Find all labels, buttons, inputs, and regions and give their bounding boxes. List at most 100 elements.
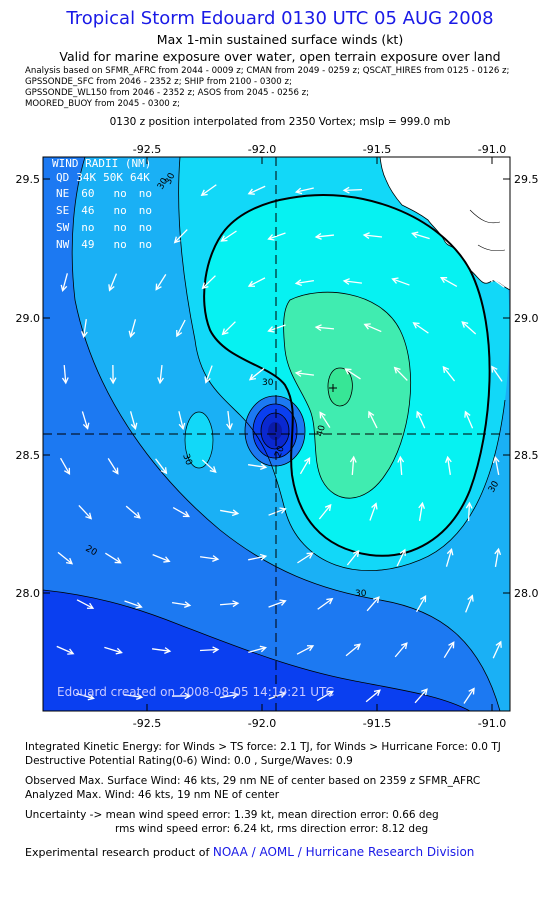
wind-arrow xyxy=(81,411,90,430)
contour-label: 30 xyxy=(262,378,274,388)
wind-arrow xyxy=(172,507,191,518)
wind-arrow xyxy=(415,595,427,613)
wind-arrow xyxy=(226,410,233,431)
wind-arrow xyxy=(247,185,266,195)
lat-tick-label: 29.0 xyxy=(16,312,41,325)
wind-arrow xyxy=(60,273,68,292)
wind-arrow xyxy=(109,364,117,385)
wind-arrow xyxy=(319,411,331,428)
top-axis: -92.5 -92.0 -91.5 -91.0 xyxy=(133,143,506,156)
wind-vectors xyxy=(56,184,506,704)
wind-arrow xyxy=(173,229,188,244)
wind-arrow xyxy=(125,505,141,519)
wind-arrow xyxy=(124,600,143,609)
uncertainty-rms-line: rms wind speed error: 6.24 kt, rms direc… xyxy=(115,823,429,835)
hrd-link[interactable]: NOAA / AOML / Hurricane Research Divisio… xyxy=(212,845,475,859)
bottom-axis: -92.5 -92.0 -91.5 -91.0 xyxy=(133,717,506,730)
wind-radii-row: NW 49 no no xyxy=(56,238,152,251)
plot-area: 30 30 30 30 20 20 40 30 30 WIND RADII (N… xyxy=(43,157,510,711)
wind-arrow xyxy=(128,319,137,338)
wind-arrow xyxy=(76,692,95,701)
wind-arrow xyxy=(363,323,382,333)
wind-arrow xyxy=(465,594,474,613)
wind-arrow xyxy=(267,324,286,333)
wind-arrow xyxy=(248,553,268,561)
wind-arrow xyxy=(445,548,454,567)
inlet-line xyxy=(477,244,506,252)
wind-arrow xyxy=(314,232,335,240)
bottom-tick-label: -91.0 xyxy=(478,717,506,730)
validity-note: Valid for marine exposure over water, op… xyxy=(59,49,501,64)
wind-arrow xyxy=(204,365,213,384)
core-eye xyxy=(268,422,282,440)
wind-arrow xyxy=(124,693,144,700)
wind-arrow xyxy=(349,455,357,476)
lat-tick-label: 28.5 xyxy=(16,449,41,462)
wind-arrow xyxy=(366,596,380,612)
wind-arrow xyxy=(219,600,240,608)
wind-arrow xyxy=(317,597,334,610)
lat-axis-right: 29.5 29.0 28.5 28.0 xyxy=(514,173,539,600)
lat-tick-label: 28.0 xyxy=(16,587,41,600)
wind-arrow xyxy=(463,687,475,704)
wind-radii-row: NE 60 no no xyxy=(56,187,152,200)
wind-arrow xyxy=(459,231,478,241)
wind-arrow xyxy=(107,458,119,475)
wind-arrow xyxy=(391,277,410,286)
wind-arrow xyxy=(155,274,167,291)
tick-marks xyxy=(43,157,510,711)
top-tick-label: -92.0 xyxy=(248,143,276,156)
wind-arrow xyxy=(365,689,381,703)
dpr-line: Destructive Potential Rating(0-6) Wind: … xyxy=(25,755,353,767)
wind-island-west xyxy=(184,411,214,469)
source-line: GPSSONDE_SFC from 2046 - 2352 z; SHIP fr… xyxy=(25,77,292,87)
wind-radii-header: QD 34K 50K 64K xyxy=(56,171,150,184)
wind-arrow xyxy=(56,645,75,655)
wind-arrow xyxy=(152,554,171,563)
wind-arrow xyxy=(342,186,363,194)
wind-arrow xyxy=(439,276,458,287)
wind-arrow xyxy=(176,319,186,338)
wind-arrow xyxy=(464,410,474,429)
wind-arrow xyxy=(294,187,314,195)
isotach-20kt xyxy=(43,589,471,711)
bottom-tick-label: -92.0 xyxy=(248,717,276,730)
isotach-70kt xyxy=(327,367,353,407)
wind-arrow xyxy=(418,501,426,521)
wind-arrow xyxy=(157,364,164,385)
bottom-tick-label: -92.5 xyxy=(133,717,161,730)
wind-arrow xyxy=(414,688,428,704)
contour-label: 30 xyxy=(180,453,193,467)
land-coastline xyxy=(379,157,510,291)
wind-arrow xyxy=(199,555,220,562)
contour-label: 20 xyxy=(273,445,286,459)
isotach-40kt xyxy=(178,157,506,572)
core-contour xyxy=(244,395,306,467)
wind-arrow xyxy=(267,232,286,241)
ike-line: Integrated Kinetic Energy: for Winds > T… xyxy=(25,741,501,753)
wind-arrow xyxy=(105,552,122,564)
wind-arrow xyxy=(368,410,378,429)
max-wind-marker xyxy=(329,384,337,392)
wind-arrow xyxy=(296,645,315,655)
wind-arrow xyxy=(439,185,458,194)
wind-arrow xyxy=(199,646,220,654)
wind-arrow xyxy=(200,184,217,197)
wind-radii-row: SW no no no xyxy=(56,221,152,234)
wind-arrow xyxy=(394,642,408,658)
core-contour xyxy=(252,403,298,459)
lat-tick-label: 28.0 xyxy=(514,587,539,600)
bottom-tick-label: -91.5 xyxy=(363,717,391,730)
wind-arrow xyxy=(268,691,287,700)
wind-arrow xyxy=(104,646,123,655)
wind-arrow xyxy=(81,319,88,339)
top-tick-label: -91.0 xyxy=(478,143,506,156)
wind-arrow xyxy=(151,647,172,654)
observed-max-line: Observed Max. Surface Wind: 46 kts, 29 n… xyxy=(25,775,481,787)
lat-tick-label: 28.5 xyxy=(514,449,539,462)
wind-arrow xyxy=(220,691,240,699)
isotach-60kt xyxy=(283,291,412,499)
wind-radii-title: WIND RADII (NM) xyxy=(52,157,151,170)
wind-arrow xyxy=(393,366,408,381)
wind-arrow xyxy=(294,370,315,377)
